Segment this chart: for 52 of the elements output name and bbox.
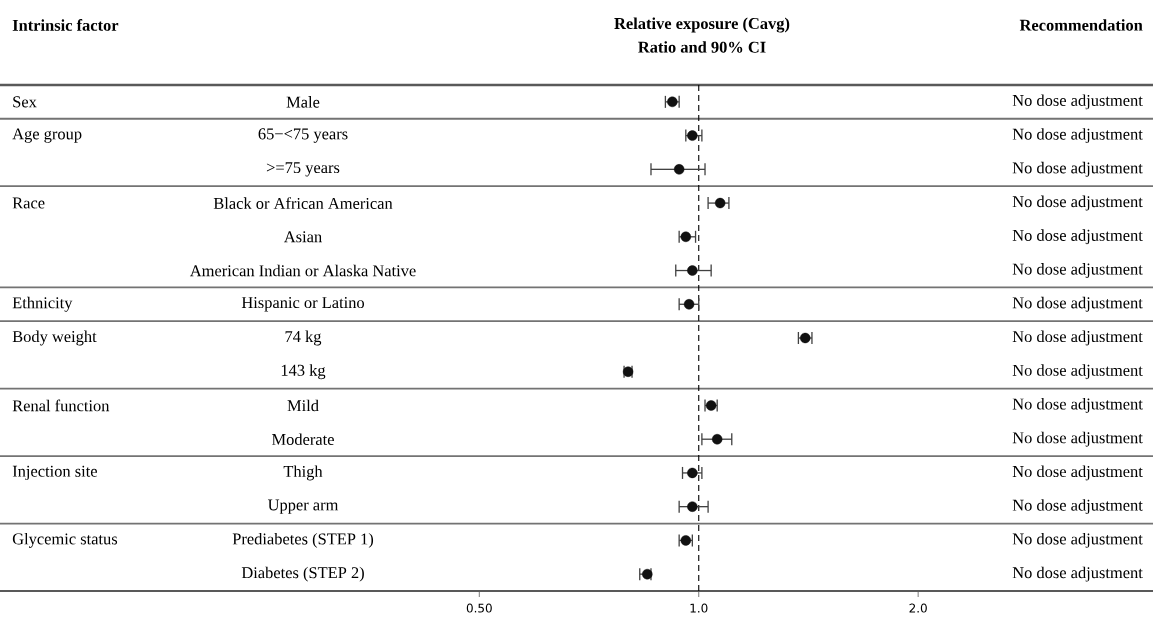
annotation: No dose adjustment	[1012, 94, 1143, 110]
y-tick-label: Diabetes (STEP 2)	[241, 566, 364, 582]
y-tick-label: Thigh	[283, 465, 323, 481]
chart-title: Relative exposure (Cavg)	[614, 17, 790, 33]
annotation: No dose adjustment	[1012, 195, 1143, 211]
annotation: Ethnicity	[12, 296, 73, 312]
point	[687, 501, 698, 512]
text: Recommendation	[1019, 19, 1143, 31]
x-tick-label: 1.0	[690, 603, 708, 613]
y-tick-label: Upper arm	[267, 499, 339, 514]
annotation: No dose adjustment	[1012, 128, 1143, 144]
annotation: Body weight	[12, 330, 97, 346]
annotation: No dose adjustment	[1012, 499, 1143, 515]
annotation: No dose adjustment	[1012, 431, 1143, 447]
annotation: No dose adjustment	[1012, 566, 1143, 582]
annotation: No dose adjustment	[1012, 330, 1143, 346]
y-tick-label: >=75 years	[266, 162, 340, 177]
y-tick-label: Hispanic or Latino	[241, 297, 365, 312]
y-tick-label: 143 kg	[281, 364, 326, 380]
y-tick-label: 65−<75 years	[258, 128, 348, 143]
x-tick-label: 0.50	[466, 603, 492, 613]
x-tick-label: 2.0	[909, 603, 927, 613]
y-tick-label: Mild	[287, 399, 319, 412]
annotation: No dose adjustment	[1012, 465, 1143, 481]
annotation: Sex	[13, 96, 37, 108]
annotation: Glycemic status	[12, 532, 118, 548]
y-tick-label: Prediabetes (STEP 1)	[232, 532, 374, 548]
annotation: No dose adjustment	[1012, 532, 1143, 548]
y-tick-label: Black or African American	[213, 197, 393, 209]
point	[687, 265, 698, 276]
annotation: No dose adjustment	[1012, 296, 1143, 312]
y-tick-label: Moderate	[271, 433, 334, 445]
annotation: Renal function	[12, 399, 110, 412]
y-tick-label: Male	[286, 96, 320, 108]
point	[673, 164, 685, 175]
y-axis-title: Intrinsic factor	[12, 19, 119, 31]
annotation: No dose adjustment	[1012, 398, 1143, 413]
y-tick-label: 74 kg	[285, 330, 322, 346]
annotation: No dose adjustment	[1012, 263, 1143, 278]
annotation: Age group	[12, 128, 82, 143]
annotation: Race	[12, 197, 45, 209]
annotation: No dose adjustment	[1012, 161, 1143, 177]
y-tick-label: Asian	[283, 231, 322, 243]
chart-subtitle: Ratio and 90% CI	[638, 41, 766, 53]
annotation: Injection site	[12, 465, 97, 481]
point	[687, 467, 698, 479]
annotation: No dose adjustment	[1012, 229, 1143, 245]
annotation: No dose adjustment	[1012, 364, 1143, 380]
point	[683, 299, 695, 310]
point	[711, 434, 723, 445]
point	[714, 197, 726, 209]
y-tick-label: American Indian or Alaska Native	[189, 264, 416, 277]
